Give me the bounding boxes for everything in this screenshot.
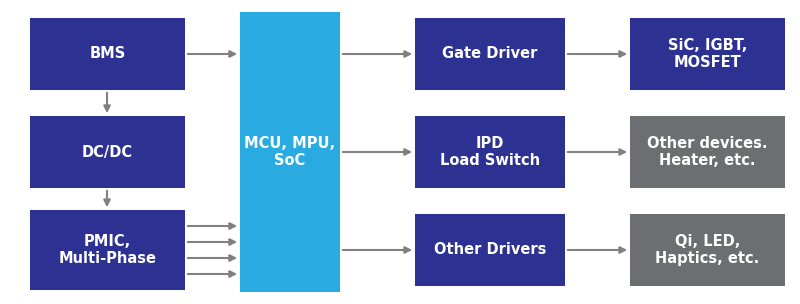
FancyBboxPatch shape [30,210,185,290]
Text: Other devices.
Heater, etc.: Other devices. Heater, etc. [647,136,768,168]
Text: PMIC,
Multi-Phase: PMIC, Multi-Phase [58,234,157,266]
Text: Other Drivers: Other Drivers [434,243,546,257]
Text: MCU, MPU,
SoC: MCU, MPU, SoC [245,136,335,168]
Text: Qi, LED,
Haptics, etc.: Qi, LED, Haptics, etc. [655,234,760,266]
FancyBboxPatch shape [630,214,785,286]
FancyBboxPatch shape [415,214,565,286]
Text: DC/DC: DC/DC [82,144,133,160]
FancyBboxPatch shape [415,18,565,90]
FancyBboxPatch shape [630,18,785,90]
Text: Gate Driver: Gate Driver [442,47,538,61]
Text: SiC, IGBT,
MOSFET: SiC, IGBT, MOSFET [668,38,747,70]
FancyBboxPatch shape [30,18,185,90]
FancyBboxPatch shape [240,12,340,292]
Text: BMS: BMS [90,47,126,61]
FancyBboxPatch shape [630,116,785,188]
FancyBboxPatch shape [30,116,185,188]
FancyBboxPatch shape [415,116,565,188]
Text: IPD
Load Switch: IPD Load Switch [440,136,540,168]
